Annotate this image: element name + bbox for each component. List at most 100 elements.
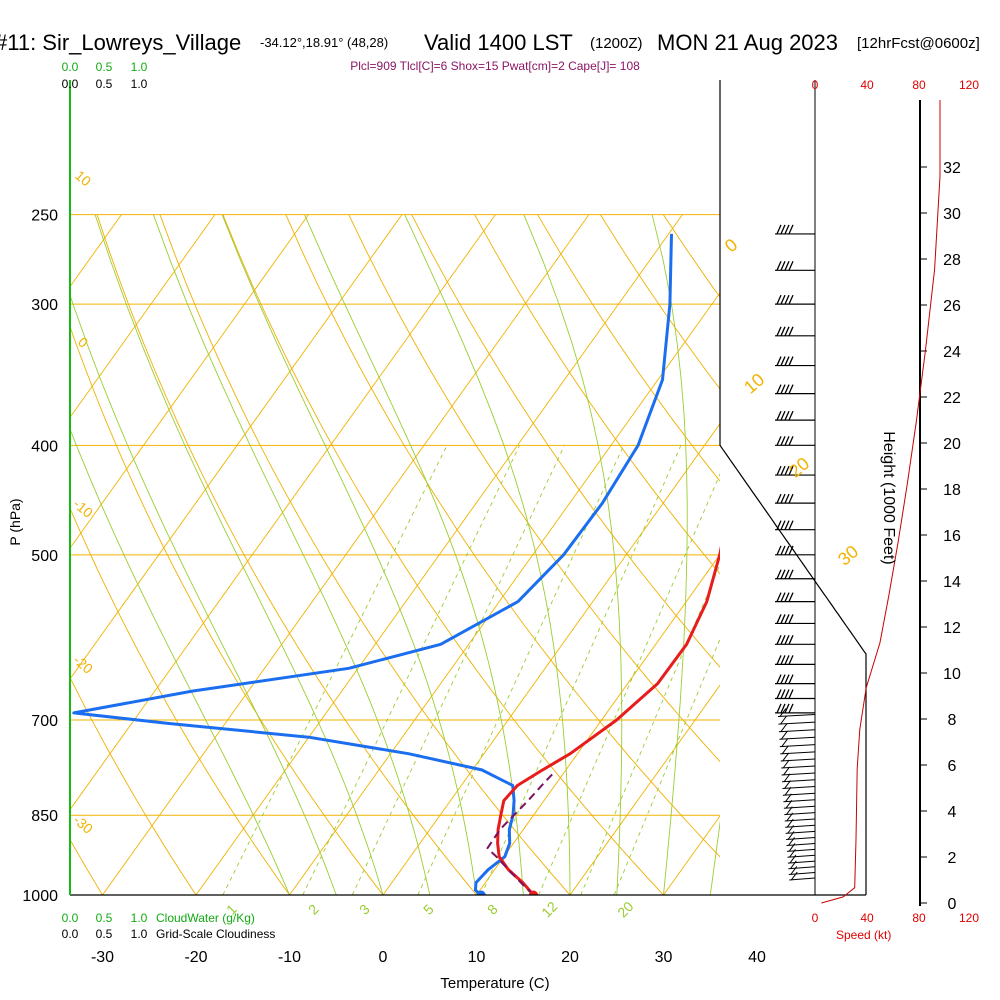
wind-barb-flag	[780, 520, 786, 530]
wind-barb-shaft	[788, 866, 816, 870]
wind-barb-flag	[780, 655, 786, 665]
height-tick-label: 6	[948, 758, 957, 775]
wind-barb-flag	[776, 569, 782, 580]
dry-adiabat-line	[0, 215, 9, 895]
wind-barb-flag	[788, 224, 794, 235]
temperature-tick-label: -20	[184, 949, 207, 966]
wind-barb-flag	[788, 655, 794, 665]
wind-barb	[789, 871, 816, 881]
height-tick-label: 26	[943, 298, 961, 315]
temperature-tick-label: 40	[748, 949, 766, 966]
wind-barb-flag	[788, 261, 794, 271]
wind-barb	[786, 837, 816, 846]
wind-barb	[775, 493, 815, 504]
wind-barb-shaft	[784, 812, 816, 816]
pressure-tick-label: 700	[31, 713, 58, 730]
wind-barb-flag	[780, 261, 786, 271]
cloudiness-bottom-tick-label: 0.5	[96, 927, 113, 941]
height-tick-label: 18	[943, 482, 961, 499]
dry-adiabat-line	[411, 214, 720, 668]
wind-barb	[775, 689, 815, 700]
speed-axis-label: Speed (kt)	[836, 928, 891, 942]
wind-barb-flag	[776, 655, 782, 665]
wind-barb-flag	[784, 592, 790, 602]
wind-barb-flag	[785, 799, 793, 809]
pressure-tick-label: 300	[31, 297, 58, 314]
moist-adiabat-line	[70, 293, 337, 895]
wind-barb	[775, 465, 815, 476]
wind-barb-flag	[789, 860, 797, 870]
dry-adiabat-line	[474, 214, 720, 575]
wind-barb	[775, 520, 815, 531]
isotherm-label: 30	[834, 541, 862, 569]
wind-barb-flag	[781, 738, 789, 747]
wind-barb-shaft	[781, 765, 816, 769]
speed-top-tick-label: 80	[912, 78, 926, 92]
wind-barb-flag	[780, 436, 786, 446]
wind-barb-flag	[787, 831, 795, 840]
wind-barb-flag	[790, 871, 798, 881]
station-title: #11: Sir_Lowreys_Village	[0, 30, 241, 55]
wind-barb-flag	[780, 703, 786, 714]
cloudwater-top-tick-label: 0.0	[62, 60, 79, 74]
wind-barb	[788, 860, 816, 870]
wind-barb-flag	[781, 745, 789, 755]
height-tick-label: 14	[943, 574, 961, 591]
wind-barb	[783, 793, 816, 803]
wind-barb-flag	[780, 356, 786, 366]
isotherm-line	[944, 215, 1000, 895]
mixing-ratio-label: 3	[356, 901, 373, 918]
wind-barb-flag	[780, 384, 786, 394]
wind-barb-shaft	[782, 779, 816, 783]
dry-adiabat-label: 10	[72, 167, 94, 189]
dry-adiabat-line	[159, 214, 571, 895]
wind-barb-flag	[776, 261, 782, 271]
wind-barb-flag	[788, 465, 794, 476]
wind-barb	[777, 708, 816, 717]
height-tick-label: 10	[943, 666, 961, 683]
wind-speed-profile-line	[821, 100, 941, 904]
mixing-ratio-line	[302, 445, 521, 895]
dry-adiabat-line	[348, 214, 720, 763]
wind-barb-flag	[776, 703, 782, 714]
moist-adiabat-line	[221, 214, 477, 895]
wind-barb	[787, 848, 816, 858]
wind-barb-flag	[784, 294, 790, 305]
isotherm-line	[382, 422, 720, 895]
temperature-tick-label: 20	[561, 949, 579, 966]
wind-barb-shaft	[783, 805, 816, 809]
plot-right-boundary	[719, 80, 867, 895]
wind-barb	[782, 773, 816, 783]
wind-barb-flag	[783, 766, 790, 776]
mixing-ratio-label: 12	[538, 898, 560, 920]
y-axis-label: P (hPa)	[7, 498, 23, 545]
wind-barb-flag	[784, 465, 790, 476]
station-coords: -34.12°,18.91° (48,28)	[260, 35, 388, 50]
wind-barb-flag	[788, 703, 794, 714]
wind-barb	[782, 786, 816, 796]
cloudwater-label: CloudWater (g/Kg)	[156, 911, 255, 925]
temperature-profile-line	[496, 546, 720, 895]
mixing-ratio-label: 8	[484, 901, 501, 918]
cloudiness-label: Grid-Scale Cloudiness	[156, 927, 275, 941]
wind-barb-flag	[784, 326, 790, 337]
wind-barb-flag	[784, 520, 790, 530]
wind-barb	[786, 843, 816, 852]
dry-adiabat-line	[70, 676, 197, 895]
moist-adiabat-line	[709, 820, 720, 895]
wind-barb-flag	[780, 635, 786, 645]
wind-barb-shaft	[789, 877, 816, 881]
surface-temperature-marker	[529, 890, 539, 895]
temperature-tick-label: 30	[655, 949, 673, 966]
isotherm-line	[289, 292, 720, 895]
wind-barb-flag	[782, 759, 790, 769]
height-tick-label: 32	[943, 160, 961, 177]
wind-barb	[775, 614, 815, 625]
wind-barb-flag	[784, 635, 790, 645]
wind-barb	[782, 780, 816, 790]
wind-barb-flag	[776, 224, 782, 235]
wind-barb-shaft	[782, 792, 816, 796]
wind-barb	[775, 674, 815, 685]
mixing-ratio-line	[580, 563, 720, 895]
wind-barb-flag	[780, 674, 786, 684]
